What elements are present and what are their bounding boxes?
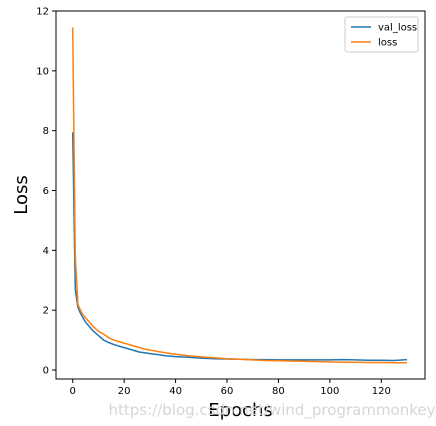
axes-frame — [55, 10, 426, 380]
legend-box — [344, 16, 419, 53]
y-tick-label: 0 — [43, 366, 49, 377]
series-line-loss — [71, 27, 407, 364]
x-tick-label: 120 — [372, 386, 391, 397]
x-tick-label: 60 — [221, 386, 234, 397]
x-tick-label: 40 — [169, 386, 182, 397]
axis-ticks: 0 20 40 60 80 100 120 0 2 4 6 8 10 12 — [36, 7, 391, 398]
x-tick-label: 20 — [118, 386, 131, 397]
y-tick-label: 4 — [43, 246, 49, 257]
y-tick-label: 10 — [36, 66, 49, 77]
y-tick-label: 2 — [43, 306, 49, 317]
x-axis-label: Epochs — [208, 400, 273, 421]
watermark-text: https://blog.csdn.net/wind_programmonkey — [109, 401, 436, 420]
y-tick-label: 12 — [36, 7, 49, 18]
x-tick-label: 80 — [272, 386, 285, 397]
y-tick-label: 6 — [43, 186, 49, 197]
x-tick-label: 0 — [70, 386, 76, 397]
y-tick-label: 8 — [43, 126, 49, 137]
series-lines — [71, 27, 408, 364]
series-line-val-loss — [71, 132, 408, 362]
y-axis-label: Loss — [11, 175, 32, 214]
legend-label-val-loss: val_loss — [378, 23, 417, 34]
legend-label-loss: loss — [378, 38, 397, 49]
x-tick-label: 100 — [320, 386, 339, 397]
